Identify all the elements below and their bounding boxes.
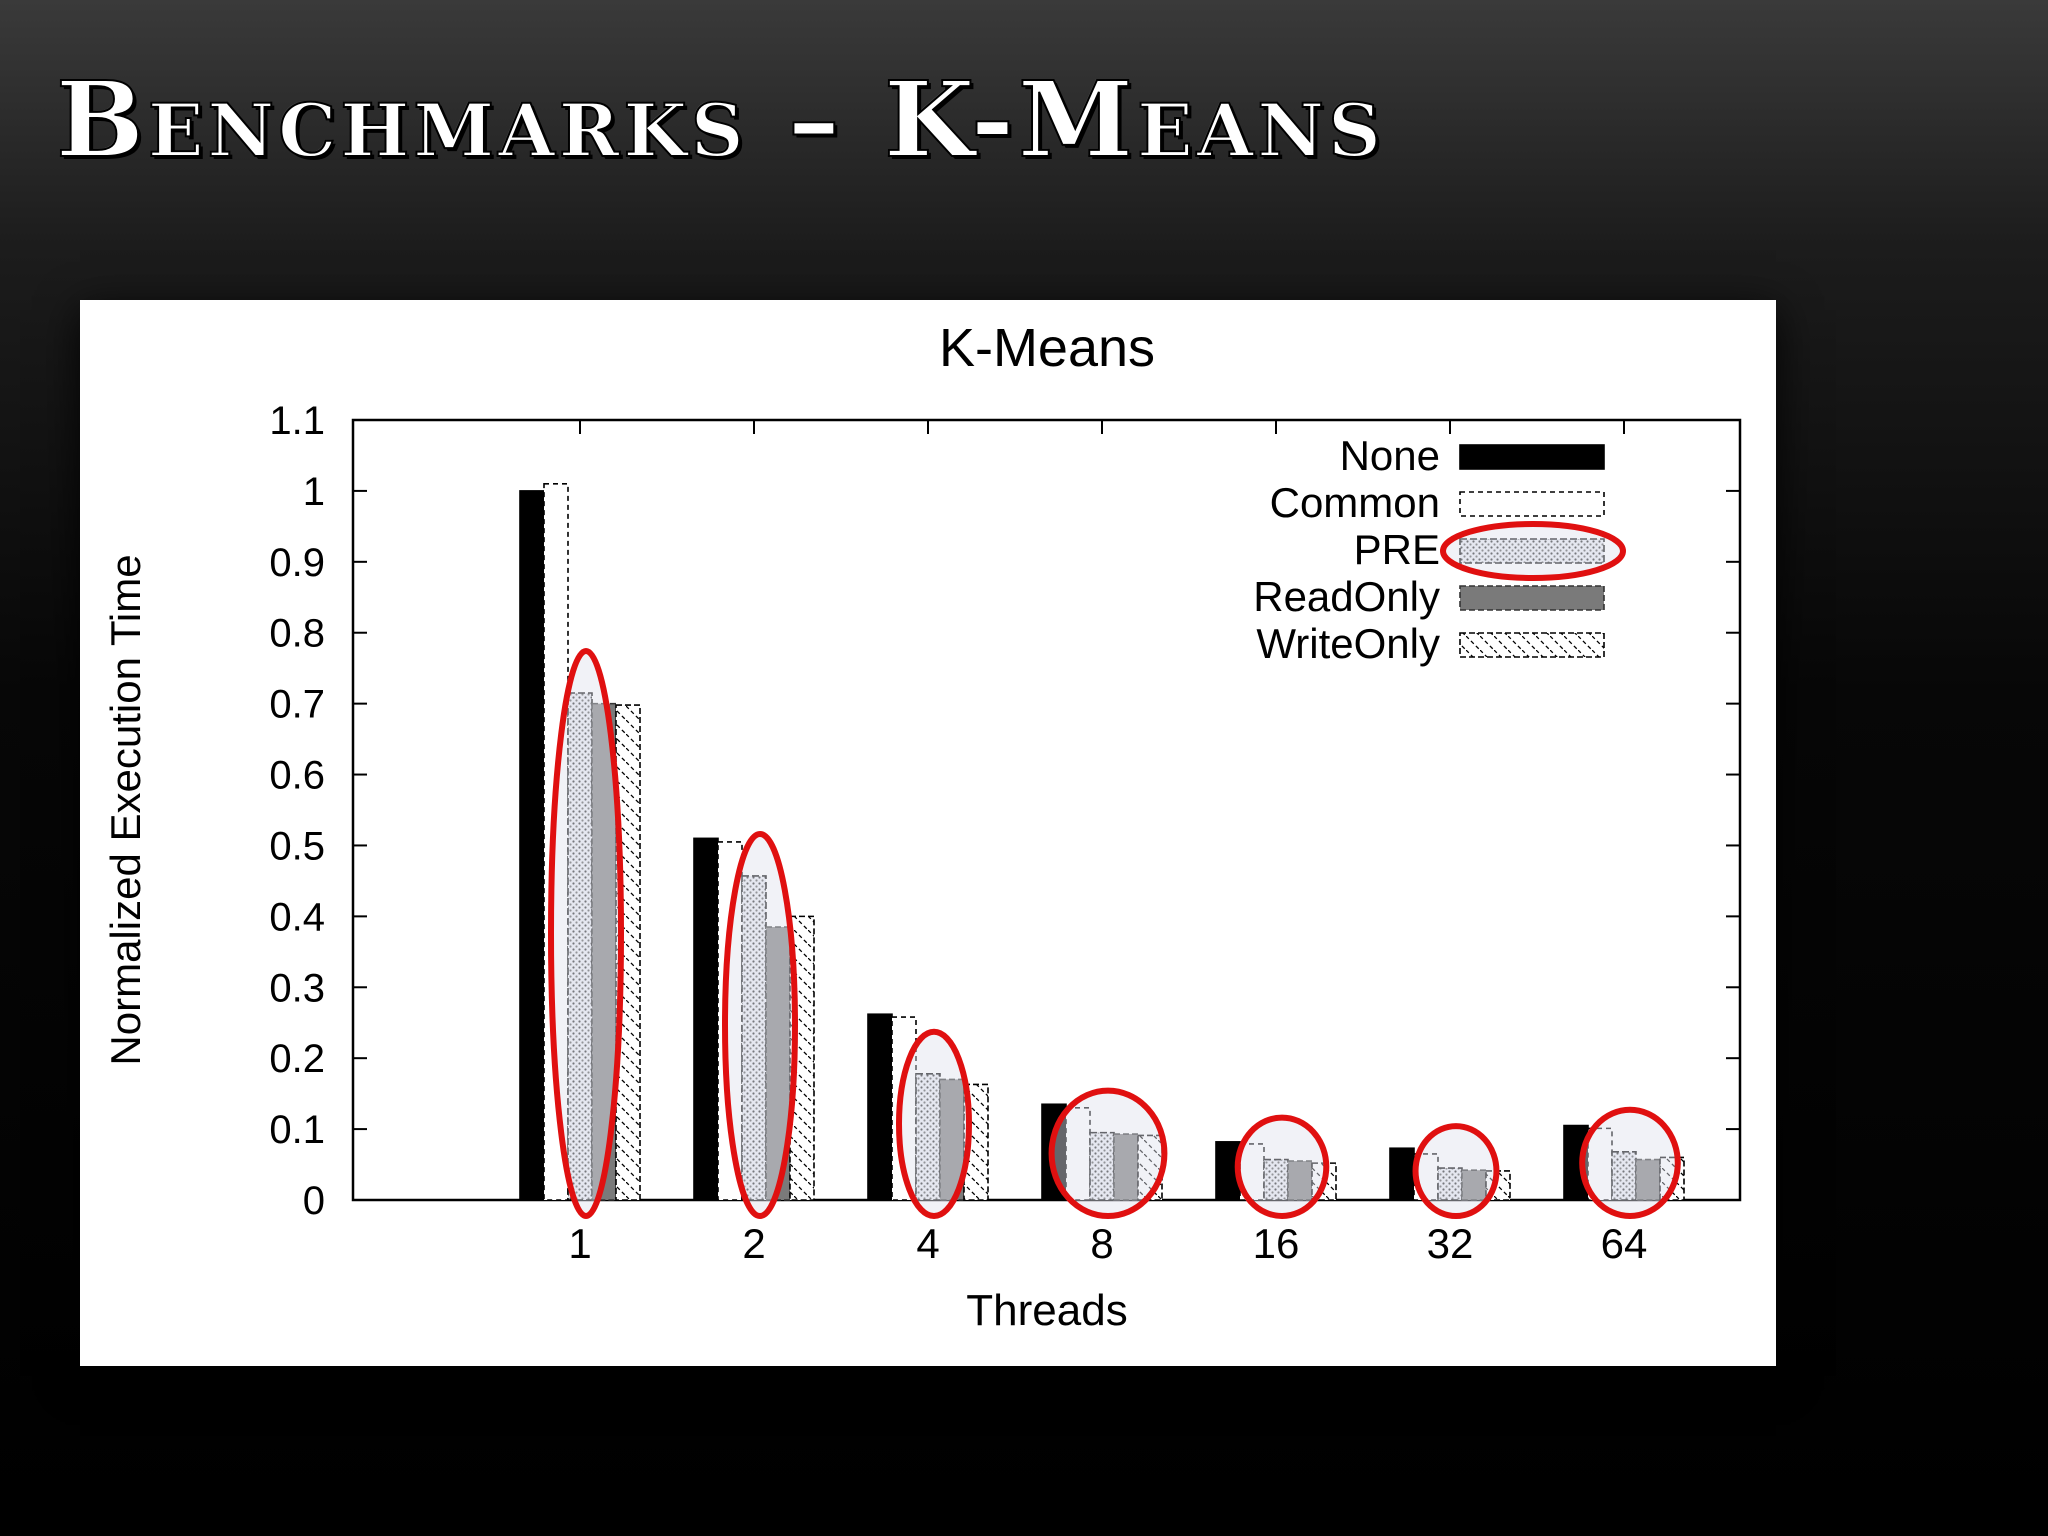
y-tick-label: 0.8 [269, 612, 325, 656]
highlight-ellipse-32 [1412, 1123, 1500, 1220]
x-tick-label: 64 [1601, 1220, 1648, 1267]
highlight-ellipse-64 [1579, 1106, 1681, 1220]
bar-common-2 [717, 841, 743, 1201]
bar-none-4 [867, 1013, 893, 1201]
bar-none-1 [519, 490, 545, 1201]
bar-readonly-8 [1113, 1133, 1139, 1201]
y-tick-label: 0.3 [269, 966, 325, 1010]
bar-common-64 [1587, 1127, 1613, 1201]
x-axis-label: Threads [966, 1286, 1127, 1335]
y-axis-label: Normalized Execution Time [102, 554, 149, 1065]
highlight-ellipse-2 [722, 830, 798, 1219]
legend-label-none: None [1340, 432, 1440, 479]
x-tick-label: 32 [1427, 1220, 1474, 1267]
highlight-ellipses [548, 648, 1681, 1220]
bar-pre-64 [1611, 1150, 1637, 1201]
y-axis: 0 0.1 0.2 0.3 0.4 0.5 0.6 0.7 0.8 0.9 1 1.1 [269, 399, 1740, 1223]
bar-common-8 [1065, 1107, 1091, 1201]
y-tick-label: 0.5 [269, 824, 325, 868]
bar-none-32 [1389, 1147, 1415, 1201]
legend-label-readonly: ReadOnly [1253, 573, 1440, 620]
x-tick-label: 1 [568, 1220, 591, 1267]
bar-pre-1 [567, 692, 593, 1201]
y-tick-label: 0.1 [269, 1108, 325, 1152]
legend-swatch-common [1459, 491, 1605, 517]
slide-title: Benchmarks – K-Means [55, 57, 1385, 182]
bar-none-64 [1563, 1124, 1589, 1201]
y-tick-label: 1 [303, 470, 325, 514]
legend-highlight-ellipse [1440, 521, 1626, 581]
y-tick-label: 1.1 [269, 399, 325, 443]
legend-swatch-none [1459, 444, 1605, 470]
bar-none-2 [693, 837, 719, 1201]
legend-swatch-writeonly [1459, 632, 1605, 658]
bar-pre-4 [915, 1072, 941, 1201]
x-axis: 1 2 4 8 16 32 64 [568, 420, 1647, 1267]
y-tick-label: 0.4 [269, 895, 325, 939]
highlight-ellipse-4 [896, 1028, 972, 1220]
chart-title: K-Means [939, 318, 1155, 378]
legend-swatch-pre [1459, 538, 1605, 564]
y-tick-label: 0 [303, 1179, 325, 1223]
legend-swatch-readonly [1459, 585, 1605, 611]
y-tick-label: 0.9 [269, 541, 325, 585]
kmeans-bar-chart: K-Means 0 0.1 0.2 0.3 0.4 0.5 0.6 0.7 0.8 0.9 1 1.1… [102, 318, 1742, 1335]
y-tick-label: 0.2 [269, 1037, 325, 1081]
bar-readonly-16 [1287, 1160, 1313, 1201]
x-tick-label: 2 [742, 1220, 765, 1267]
highlight-ellipse-1 [548, 648, 624, 1219]
y-tick-label: 0.6 [269, 754, 325, 798]
bar-pre-32 [1437, 1167, 1463, 1201]
highlight-ellipse-8 [1048, 1087, 1168, 1219]
bar-writeonly-8 [1137, 1134, 1163, 1201]
legend-label-pre: PRE [1354, 526, 1440, 573]
bar-readonly-64 [1635, 1158, 1661, 1201]
highlight-ellipse-16 [1234, 1114, 1330, 1219]
x-tick-label: 4 [916, 1220, 939, 1267]
y-tick-label: 0.7 [269, 683, 325, 727]
legend-label-writeonly: WriteOnly [1256, 620, 1440, 667]
x-tick-label: 8 [1090, 1220, 1113, 1267]
bar-readonly-32 [1461, 1169, 1487, 1201]
x-tick-label: 16 [1253, 1220, 1300, 1267]
legend-label-common: Common [1270, 479, 1440, 526]
chart-panel: K-Means 0 0.1 0.2 0.3 0.4 0.5 0.6 0.7 0.8 0.9 1 1.1… [80, 300, 1776, 1366]
bar-pre-8 [1089, 1131, 1115, 1201]
